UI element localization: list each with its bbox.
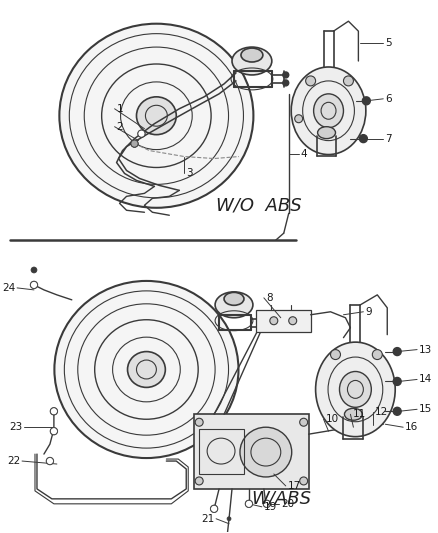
Circle shape [31, 267, 37, 273]
Circle shape [46, 457, 53, 465]
Bar [256, 310, 311, 332]
Circle shape [50, 427, 57, 435]
Text: 15: 15 [419, 405, 432, 414]
Text: 5: 5 [385, 38, 392, 48]
Circle shape [131, 140, 138, 147]
Text: 1: 1 [117, 104, 123, 114]
Ellipse shape [339, 372, 371, 407]
Circle shape [372, 350, 382, 360]
Circle shape [362, 97, 371, 105]
Text: W/O  ABS: W/O ABS [216, 196, 302, 214]
Text: 11: 11 [353, 409, 366, 419]
Circle shape [270, 317, 278, 325]
Text: 12: 12 [375, 407, 389, 417]
Ellipse shape [60, 23, 254, 208]
Circle shape [393, 348, 401, 356]
Circle shape [295, 115, 303, 123]
Circle shape [227, 517, 231, 521]
Ellipse shape [224, 293, 244, 305]
Circle shape [31, 281, 38, 288]
Circle shape [260, 324, 266, 330]
Circle shape [260, 317, 266, 322]
Text: 3: 3 [186, 168, 193, 179]
Circle shape [393, 377, 401, 385]
Bar [199, 429, 244, 474]
Text: 17: 17 [288, 481, 301, 491]
Circle shape [306, 76, 316, 86]
Bar [194, 414, 309, 489]
Ellipse shape [232, 47, 272, 75]
Text: 22: 22 [7, 456, 20, 466]
Text: 23: 23 [9, 422, 22, 432]
Text: 9: 9 [365, 307, 372, 317]
Circle shape [50, 408, 57, 415]
Ellipse shape [241, 48, 263, 62]
Circle shape [360, 135, 367, 143]
Text: 16: 16 [405, 422, 418, 432]
Circle shape [289, 317, 297, 325]
Ellipse shape [54, 281, 238, 458]
Ellipse shape [240, 427, 292, 477]
Circle shape [195, 418, 203, 426]
Ellipse shape [318, 127, 336, 139]
Text: 21: 21 [201, 514, 214, 524]
Circle shape [343, 76, 353, 86]
Text: 19: 19 [264, 502, 277, 512]
Ellipse shape [127, 352, 165, 387]
Ellipse shape [215, 292, 253, 318]
Text: 8: 8 [266, 293, 272, 303]
Ellipse shape [291, 67, 366, 155]
Circle shape [300, 418, 307, 426]
Circle shape [245, 500, 252, 507]
Circle shape [283, 80, 289, 86]
Text: 14: 14 [419, 375, 432, 384]
Ellipse shape [344, 408, 362, 420]
Circle shape [300, 477, 307, 485]
Text: 13: 13 [419, 345, 432, 354]
Text: 7: 7 [385, 134, 392, 143]
Circle shape [211, 505, 218, 512]
Ellipse shape [137, 97, 176, 135]
Text: 6: 6 [385, 94, 392, 104]
Circle shape [195, 477, 203, 485]
Circle shape [131, 140, 138, 147]
Text: 4: 4 [300, 149, 307, 158]
Circle shape [283, 72, 289, 78]
Circle shape [331, 350, 340, 360]
Text: 24: 24 [2, 283, 15, 293]
Text: W/ABS: W/ABS [251, 490, 311, 508]
Ellipse shape [316, 342, 395, 437]
Text: 10: 10 [325, 414, 339, 424]
Circle shape [393, 407, 401, 415]
Text: 20: 20 [281, 499, 294, 509]
Ellipse shape [314, 94, 343, 128]
Circle shape [263, 500, 270, 507]
Text: 2: 2 [117, 122, 123, 132]
Circle shape [138, 130, 145, 137]
